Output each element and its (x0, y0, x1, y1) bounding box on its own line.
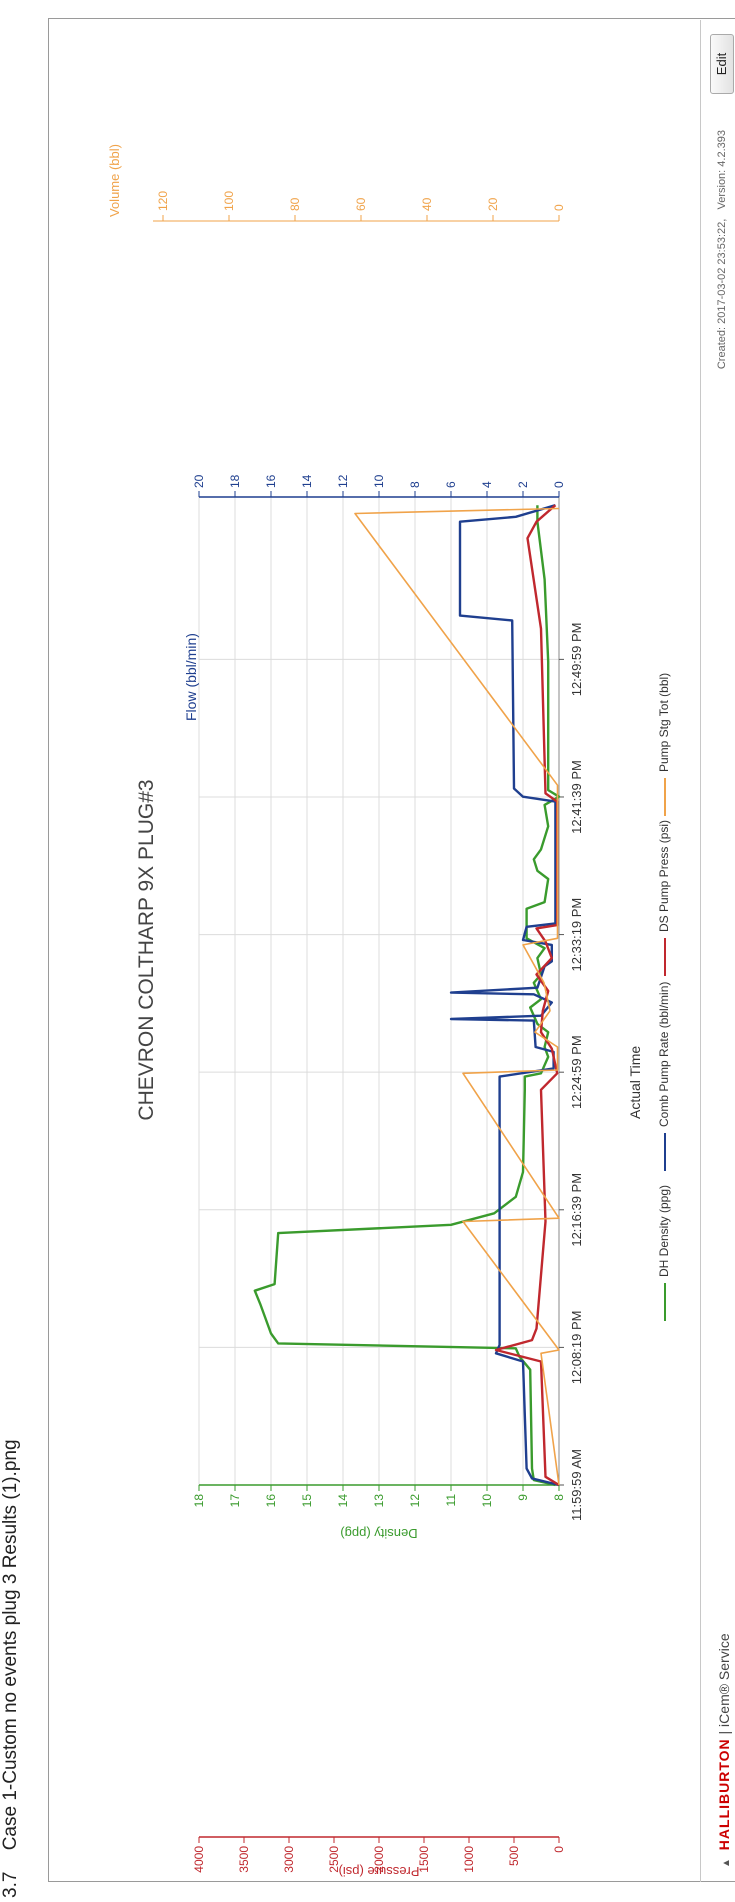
halliburton-logo: HALLIBURTON (716, 1738, 732, 1851)
grid-layer (198, 497, 560, 1486)
pressure-tick-label: 1500 (417, 1846, 431, 1873)
x-axis-label: Actual Time (627, 1045, 643, 1119)
pressure-tick-label: 0 (552, 1846, 566, 1853)
legend-item-pump-press: DS Pump Press (psi) (657, 820, 671, 976)
series-line-1 (449, 504, 560, 1487)
chart-legend: DH Density (ppg) Comb Pump Rate (bbl/min… (657, 421, 687, 1321)
series-line-0 (253, 505, 561, 1487)
legend-swatch (663, 1283, 666, 1321)
density-tick-label: 10 (480, 1494, 494, 1508)
x-tick-label: 12:24:59 PM (569, 1035, 584, 1109)
series-line-2 (494, 504, 560, 1487)
flow-axis-label: Flow (bbl/min) (183, 633, 199, 721)
flow-tick-label: 0 (552, 481, 566, 488)
x-tick-label: 12:16:39 PM (569, 1173, 584, 1247)
axes-layer: 11:59:59 AM 12:08:19 PM 12:16:39 PM 12:24:5… (153, 191, 584, 1879)
volume-tick-label: 80 (288, 197, 302, 211)
volume-tick-label: 120 (156, 191, 170, 211)
volume-axis-label: Volume (bbl) (107, 144, 122, 217)
flow-tick-label: 14 (300, 474, 314, 488)
section-number: 3.7 (0, 1871, 21, 1898)
flow-tick-label: 8 (408, 481, 422, 488)
pressure-tick-label: 3000 (282, 1846, 296, 1873)
flow-tick-label: 20 (192, 474, 206, 488)
pressure-tick-label: 2500 (327, 1846, 341, 1873)
density-tick-label: 17 (228, 1494, 242, 1508)
flow-tick-label: 10 (372, 474, 386, 488)
edit-button[interactable]: Edit (710, 34, 734, 94)
density-tick-label: 14 (336, 1494, 350, 1508)
file-name: Case 1-Custom no events plug 3 Results (… (0, 1439, 21, 1851)
volume-tick-label: 0 (552, 204, 566, 211)
pressure-tick-label: 4000 (192, 1846, 206, 1873)
footer-divider (700, 20, 701, 1882)
flow-tick-label: 6 (444, 481, 458, 488)
density-tick-label: 16 (264, 1494, 278, 1508)
flow-tick-label: 18 (228, 474, 242, 488)
brand: ▲ HALLIBURTON | iCem® Service (716, 1633, 732, 1868)
volume-tick-label: 60 (354, 197, 368, 211)
legend-item-density: DH Density (ppg) (657, 1185, 671, 1321)
x-tick-label: 11:59:59 AM (569, 1449, 584, 1521)
chart-panel: CHEVRON COLTHARP 9X PLUG#3 11:59:59 AM 12… (48, 18, 735, 1882)
chart-svg: 11:59:59 AM 12:08:19 PM 12:16:39 PM 12:24:5… (153, 191, 584, 1879)
density-tick-label: 18 (192, 1494, 206, 1508)
density-tick-label: 8 (552, 1494, 566, 1501)
density-tick-label: 11 (444, 1494, 458, 1507)
volume-tick-label: 100 (222, 191, 236, 211)
legend-swatch (663, 778, 666, 816)
density-tick-label: 15 (300, 1494, 314, 1508)
pressure-tick-label: 500 (507, 1846, 521, 1866)
x-tick-label: 12:49:59 PM (569, 623, 584, 697)
x-tick-label: 12:33:19 PM (569, 898, 584, 972)
volume-tick-label: 40 (420, 197, 434, 211)
series-layer (253, 504, 561, 1487)
volume-tick-label: 20 (486, 197, 500, 211)
density-axis-label: Density (ppg) (340, 1526, 417, 1541)
legend-swatch (663, 938, 666, 976)
flow-tick-label: 2 (516, 481, 530, 488)
density-tick-label: 9 (516, 1494, 530, 1501)
pressure-tick-label: 2000 (372, 1846, 386, 1873)
legend-swatch (663, 1133, 666, 1171)
x-tick-label: 12:08:19 PM (569, 1311, 584, 1385)
density-tick-label: 13 (372, 1494, 386, 1508)
pressure-tick-label: 1000 (462, 1846, 476, 1873)
page-header: 3.7 Case 1-Custom no events plug 3 Resul… (0, 1439, 22, 1898)
triangle-icon: ▲ (721, 1858, 732, 1868)
legend-item-pump-rate: Comb Pump Rate (bbl/min) (657, 982, 671, 1171)
pressure-axis-label: Pressure (psi) (339, 1864, 420, 1879)
service-name: iCem® Service (716, 1633, 732, 1727)
pressure-tick-label: 3500 (237, 1846, 251, 1873)
flow-tick-label: 12 (336, 474, 350, 488)
brand-separator: | (716, 1730, 732, 1735)
density-tick-label: 12 (408, 1494, 422, 1508)
flow-tick-label: 16 (264, 474, 278, 488)
legend-item-stage-total: Pump Stg Tot (bbl) (657, 673, 671, 816)
flow-tick-label: 4 (480, 481, 494, 488)
x-tick-label: 12:41:39 PM (569, 760, 584, 834)
series-line-3 (354, 507, 560, 1486)
created-info: Created: 2017-03-02 23:53:22, Version: 4… (716, 130, 728, 370)
